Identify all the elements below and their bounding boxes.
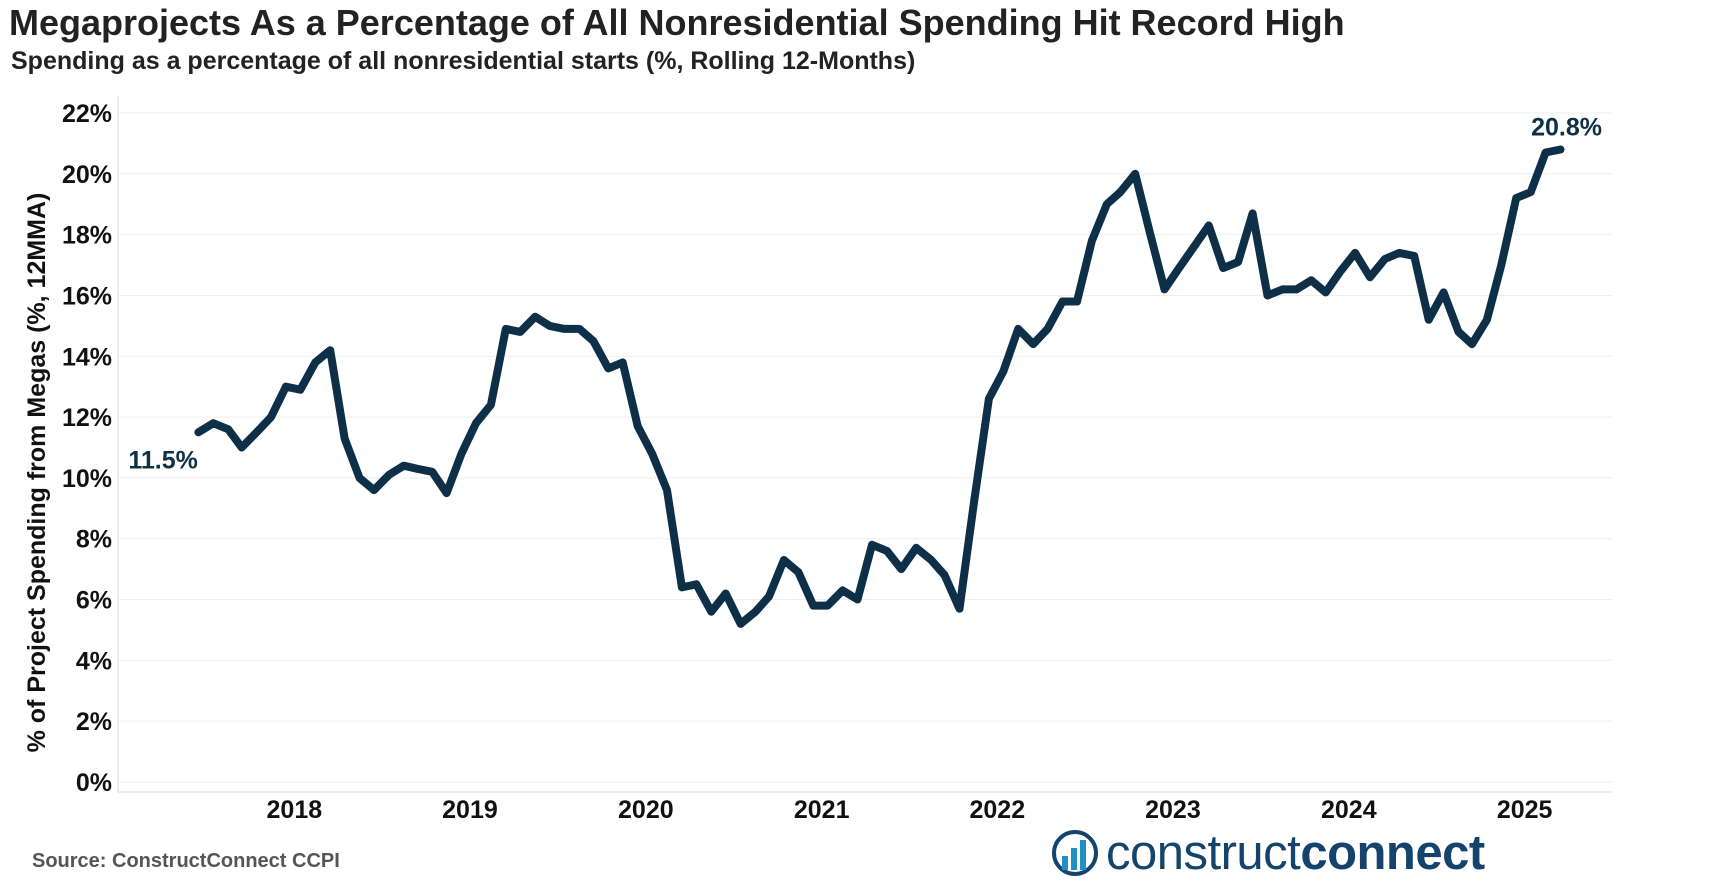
x-tick-label: 2024 [1321,796,1377,824]
x-tick-label: 2020 [618,796,674,824]
y-tick-label: 0% [76,769,112,797]
series-lines [194,145,1565,628]
y-axis-label: % of Project Spending from Megas (%, 12M… [23,193,51,753]
y-tick-label: 18% [62,222,112,250]
y-tick-label: 4% [76,647,112,675]
x-tick-label: 2018 [267,796,323,824]
y-tick-label: 8% [76,526,112,554]
x-tick-label: 2022 [970,796,1026,824]
y-tick-label: 12% [62,404,112,432]
y-tick-label: 22% [62,100,112,128]
data-label: 11.5% [128,446,198,474]
chart-subtitle: Spending as a percentage of all nonresid… [11,47,916,75]
y-tick-label: 2% [76,708,112,736]
source-note: Source: ConstructConnect CCPI [32,850,340,872]
brand-wordmark: constructconnect [1106,826,1485,880]
axes [117,96,1612,793]
data-label: 20.8% [1531,113,1602,141]
series-line [194,145,1565,628]
brand-wordmark-bold: connect [1300,826,1485,880]
x-tick-label: 2025 [1497,796,1553,824]
y-axis-ticks: 0% 2% 4% 6% 8% 10% 12% 14% 16% 18% 20% 22% [62,100,112,797]
constructconnect-logo: constructconnect [1050,826,1485,880]
brand-wordmark-light: construct [1106,826,1301,880]
x-axis-ticks: 2018 2019 2020 2021 2022 2023 2024 2025 [267,796,1553,824]
bar-chart-logo-icon [1052,830,1098,876]
y-tick-label: 16% [62,282,112,310]
x-tick-label: 2021 [794,796,850,824]
y-tick-label: 20% [62,161,112,189]
y-tick-label: 14% [62,343,112,371]
y-tick-label: 10% [62,465,112,493]
grid-lines [118,112,1612,783]
x-tick-label: 2019 [442,796,498,824]
data-labels: 11.5% 20.8% [128,113,1602,474]
chart-title: Megaprojects As a Percentage of All Nonr… [9,2,1345,43]
y-tick-label: 6% [76,587,112,615]
x-tick-label: 2023 [1145,796,1201,824]
